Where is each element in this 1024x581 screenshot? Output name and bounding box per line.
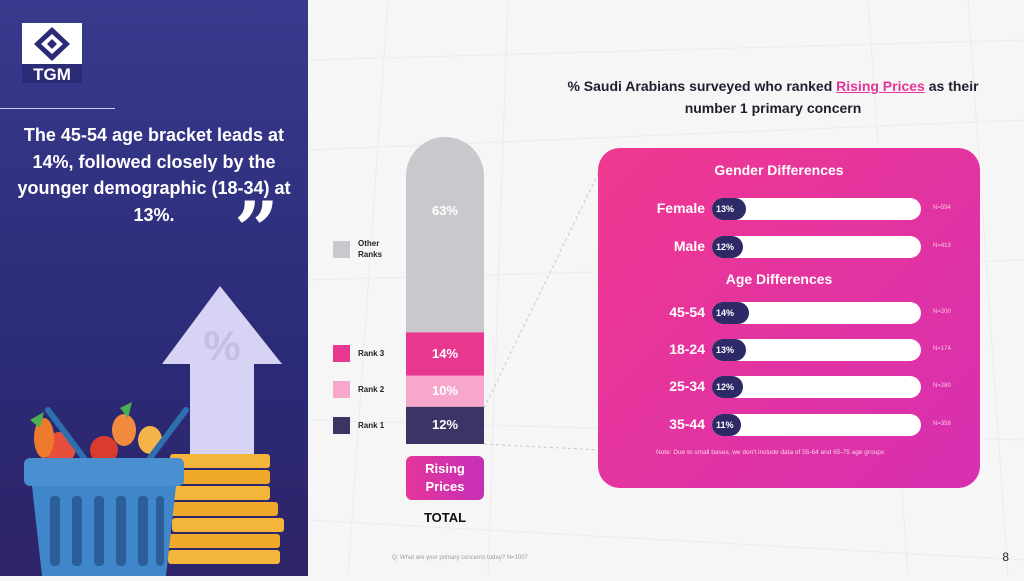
divider xyxy=(0,108,115,109)
row-label: Female xyxy=(656,200,705,216)
page-number: 8 xyxy=(1002,550,1009,564)
bar-track: 11% xyxy=(712,414,921,436)
bar-segment-rank3 xyxy=(406,332,484,376)
legend-swatch-other xyxy=(333,241,350,258)
segment-label-rank3: 14% xyxy=(431,346,459,362)
base-size-label: N=594 xyxy=(933,205,951,211)
legend-swatch-rank1 xyxy=(333,417,350,434)
bar-fill xyxy=(712,236,744,258)
tgm-logo: TGM xyxy=(22,23,82,83)
legend-label-other: Other Ranks xyxy=(358,239,383,259)
chart-title: % Saudi Arabians surveyed who ranked Ris… xyxy=(540,75,1006,119)
basket-icon xyxy=(24,458,184,576)
base-size-label: N=280 xyxy=(933,383,951,389)
quote-text: The 45-54 age bracket leads at 14%, foll… xyxy=(17,125,291,225)
title-after: as their number 1 primary concern xyxy=(684,78,979,116)
segment-label-rank1: 12% xyxy=(431,417,459,433)
left-panel: TGM The 45-54 age bracket leads at 14%, … xyxy=(0,0,308,576)
rising-prices-button[interactable]: Rising Prices xyxy=(406,456,484,500)
title-before: % Saudi Arabians surveyed who ranked xyxy=(567,78,837,94)
legend-label-rank2: Rank 2 xyxy=(358,385,385,394)
bar-fill xyxy=(712,414,741,436)
title-highlight: Rising Prices xyxy=(836,78,925,94)
bar-fill xyxy=(712,198,746,220)
gender-heading: Gender Differences xyxy=(714,162,844,178)
bar-fill xyxy=(712,302,749,324)
bar-value-label: 13% xyxy=(716,204,735,214)
bar-fill xyxy=(712,339,746,361)
base-size-label: N=358 xyxy=(933,421,951,427)
bar-fill xyxy=(712,376,744,398)
bar-value-label: 11% xyxy=(716,420,734,430)
bar-track: 13% xyxy=(712,198,921,220)
bar-value-label: 13% xyxy=(716,345,735,355)
question-footnote: Q: What are your primary concerns today?… xyxy=(392,555,528,561)
base-size-label: N=174 xyxy=(933,346,951,352)
bar-segment-rank2 xyxy=(406,375,484,407)
row-label: 45-54 xyxy=(669,304,705,320)
bar-value-label: 14% xyxy=(716,308,735,318)
vegetables-icon xyxy=(30,402,189,464)
segment-label-other: 63% xyxy=(431,203,459,219)
base-size-label: N=413 xyxy=(933,243,951,249)
shopping-basket-illustration: % xyxy=(24,286,284,576)
row-label: 25-34 xyxy=(669,378,705,394)
legend-swatch-rank2 xyxy=(333,381,350,398)
coin-stacks-icon xyxy=(160,454,284,564)
base-size-label: N=200 xyxy=(933,309,951,315)
bar-segment-rank1 xyxy=(406,406,484,444)
quote-mark-icon: ” xyxy=(234,185,279,276)
row-label: 18-24 xyxy=(669,341,705,357)
age-heading: Age Differences xyxy=(725,271,833,287)
legend-swatch-rank3 xyxy=(333,345,350,362)
segment-label-rank2: 10% xyxy=(431,383,459,399)
legend-label-rank1: Rank 1 xyxy=(358,421,385,430)
bar-value-label: 12% xyxy=(716,242,735,252)
bar-track: 13% xyxy=(712,339,921,361)
bar-segment-other xyxy=(406,137,484,333)
percent-symbol: % xyxy=(203,322,240,369)
legend-label-rank3: Rank 3 xyxy=(358,349,385,358)
bar-track: 12% xyxy=(712,236,921,258)
logo-text: TGM xyxy=(33,65,71,83)
row-label: 35-44 xyxy=(669,416,705,432)
x-axis-label: TOTAL xyxy=(423,510,467,525)
bar-track: 14% xyxy=(712,302,921,324)
note-text: Note: Due to small bases, we don't inclu… xyxy=(656,449,885,456)
bar-value-label: 12% xyxy=(716,382,735,392)
row-label: Male xyxy=(673,238,705,254)
bar-track: 12% xyxy=(712,376,921,398)
